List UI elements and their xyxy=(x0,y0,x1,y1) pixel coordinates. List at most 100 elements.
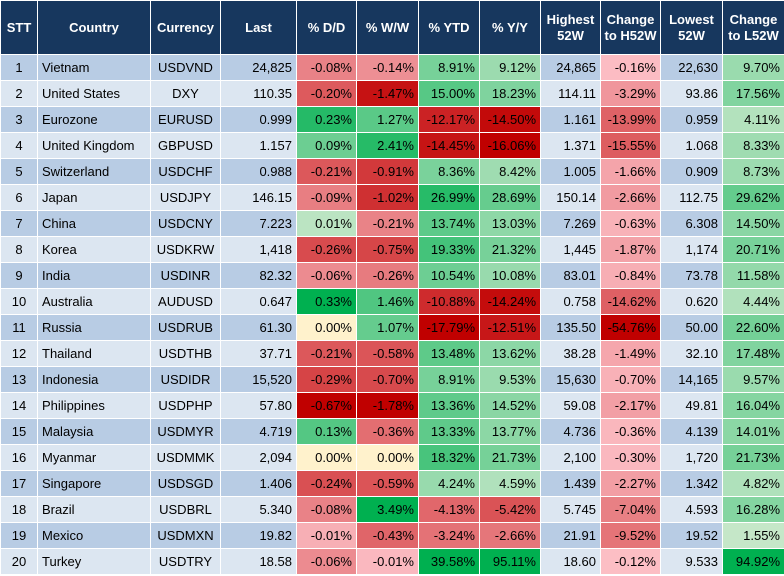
table-cell: 0.909 xyxy=(660,158,723,185)
table-cell: -0.01% xyxy=(356,548,419,575)
table-cell: -13.99% xyxy=(600,106,661,133)
table-cell: -3.29% xyxy=(600,80,661,107)
table-cell: AUDUSD xyxy=(150,288,221,315)
table-cell: 15,520 xyxy=(220,366,297,393)
table-cell: -0.30% xyxy=(600,444,661,471)
table-cell: -0.70% xyxy=(356,366,419,393)
table-cell: 4.593 xyxy=(660,496,723,523)
table-cell: 4 xyxy=(0,132,38,159)
table-cell: -0.21% xyxy=(356,210,419,237)
table-cell: -0.84% xyxy=(600,262,661,289)
table-cell: -9.52% xyxy=(600,522,661,549)
table-cell: USDRUB xyxy=(150,314,221,341)
table-cell: 13 xyxy=(0,366,38,393)
table-cell: 13.77% xyxy=(479,418,541,445)
table-cell: -0.58% xyxy=(356,340,419,367)
table-cell: USDPHP xyxy=(150,392,221,419)
table-row: 15 Malaysia USDMYR 4.719 0.13% -0.36% 13.33% 13… xyxy=(0,418,784,445)
table-cell: 13.62% xyxy=(479,340,541,367)
table-cell: 10.54% xyxy=(418,262,480,289)
table-row: 11 Russia USDRUB 61.30 0.00% 1.07% -17.79% -12.… xyxy=(0,314,784,341)
table-row: 2 United States DXY 110.35 -0.20% -1.47% 15.00… xyxy=(0,80,784,107)
table-cell: 37.71 xyxy=(220,340,297,367)
column-header: Change to L52W xyxy=(722,0,784,55)
table-cell: 22,630 xyxy=(660,54,723,81)
table-cell: 4.11% xyxy=(722,106,784,133)
table-cell: 19.33% xyxy=(418,236,480,263)
table-cell: 7.223 xyxy=(220,210,297,237)
table-cell: 0.23% xyxy=(296,106,357,133)
table-cell: USDVND xyxy=(150,54,221,81)
table-cell: USDTHB xyxy=(150,340,221,367)
table-cell: -17.79% xyxy=(418,314,480,341)
table-cell: Japan xyxy=(37,184,151,211)
column-header: % D/D xyxy=(296,0,357,55)
table-cell: 2,100 xyxy=(540,444,601,471)
table-row: 19 Mexico USDMXN 19.82 -0.01% -0.43% -3.24% -2.… xyxy=(0,522,784,549)
table-row: 6 Japan USDJPY 146.15 -0.09% -1.02% 26.99% 28.6… xyxy=(0,184,784,211)
table-cell: 73.78 xyxy=(660,262,723,289)
table-cell: -54.76% xyxy=(600,314,661,341)
table-cell: 50.00 xyxy=(660,314,723,341)
table-cell: -7.04% xyxy=(600,496,661,523)
table-row: 7 China USDCNY 7.223 0.01% -0.21% 13.74% 13.03%… xyxy=(0,210,784,237)
table-cell: Brazil xyxy=(37,496,151,523)
table-cell: 4.59% xyxy=(479,470,541,497)
table-cell: 93.86 xyxy=(660,80,723,107)
table-cell: 19 xyxy=(0,522,38,549)
table-row: 12 Thailand USDTHB 37.71 -0.21% -0.58% 13.48% 1… xyxy=(0,340,784,367)
table-row: 1 Vietnam USDVND 24,825 -0.08% -0.14% 8.91% 9.1… xyxy=(0,54,784,81)
table-cell: -14.50% xyxy=(479,106,541,133)
table-cell: -0.29% xyxy=(296,366,357,393)
column-header: Currency xyxy=(150,0,221,55)
table-cell: 1 xyxy=(0,54,38,81)
table-cell: -0.43% xyxy=(356,522,419,549)
table-cell: -16.06% xyxy=(479,132,541,159)
table-cell: China xyxy=(37,210,151,237)
table-cell: 24,825 xyxy=(220,54,297,81)
table-cell: 7 xyxy=(0,210,38,237)
table-cell: 1.46% xyxy=(356,288,419,315)
table-cell: USDMMK xyxy=(150,444,221,471)
table-cell: -0.36% xyxy=(356,418,419,445)
table-cell: 0.758 xyxy=(540,288,601,315)
table-cell: 17.56% xyxy=(722,80,784,107)
table-cell: 18.58 xyxy=(220,548,297,575)
table-cell: Russia xyxy=(37,314,151,341)
table-cell: USDJPY xyxy=(150,184,221,211)
table-cell: 14.01% xyxy=(722,418,784,445)
table-cell: 17.48% xyxy=(722,340,784,367)
table-cell: -1.66% xyxy=(600,158,661,185)
table-cell: 9 xyxy=(0,262,38,289)
table-cell: India xyxy=(37,262,151,289)
table-cell: 26.99% xyxy=(418,184,480,211)
table-cell: -5.42% xyxy=(479,496,541,523)
table-cell: 3 xyxy=(0,106,38,133)
table-row: 10 Australia AUDUSD 0.647 0.33% 1.46% -10.88% -… xyxy=(0,288,784,315)
table-cell: 14 xyxy=(0,392,38,419)
column-header: % Y/Y xyxy=(479,0,541,55)
table-cell: 95.11% xyxy=(479,548,541,575)
column-header: % YTD xyxy=(418,0,480,55)
table-cell: 9.57% xyxy=(722,366,784,393)
table-cell: 16 xyxy=(0,444,38,471)
table-cell: 2,094 xyxy=(220,444,297,471)
table-cell: 21.73% xyxy=(722,444,784,471)
table-cell: 2 xyxy=(0,80,38,107)
table-cell: 13.36% xyxy=(418,392,480,419)
table-cell: Philippines xyxy=(37,392,151,419)
table-cell: 0.999 xyxy=(220,106,297,133)
table-cell: Switzerland xyxy=(37,158,151,185)
table-cell: 94.92% xyxy=(722,548,784,575)
table-cell: -0.36% xyxy=(600,418,661,445)
table-cell: 1.068 xyxy=(660,132,723,159)
table-cell: 9.70% xyxy=(722,54,784,81)
table-cell: -0.20% xyxy=(296,80,357,107)
table-cell: -0.01% xyxy=(296,522,357,549)
table-cell: 17 xyxy=(0,470,38,497)
table-cell: USDINR xyxy=(150,262,221,289)
table-cell: -10.88% xyxy=(418,288,480,315)
table-cell: GBPUSD xyxy=(150,132,221,159)
table-cell: 4.24% xyxy=(418,470,480,497)
